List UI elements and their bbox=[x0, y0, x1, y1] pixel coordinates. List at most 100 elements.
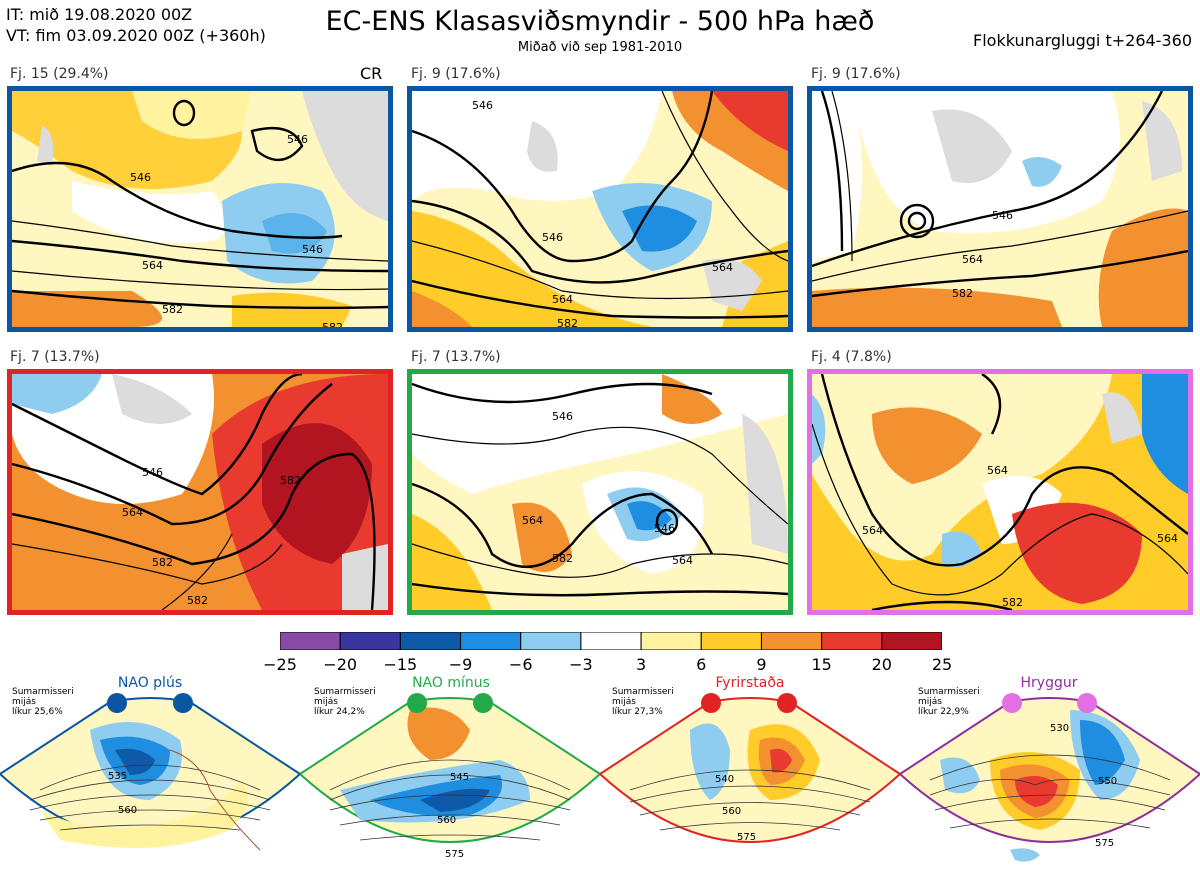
colorbar-swatch bbox=[700, 631, 762, 651]
regime-info-nao-minus: Sumarmisseri mijás líkur 24,2% bbox=[314, 687, 376, 717]
colorbar-tick-label: 9 bbox=[756, 655, 767, 674]
colorbar-swatch bbox=[580, 631, 642, 651]
regime-dot-icon bbox=[777, 693, 797, 713]
info-line: Sumarmisseri bbox=[612, 687, 674, 697]
colorbar-tick-label: 15 bbox=[811, 655, 832, 674]
contour-label: 564 bbox=[672, 554, 693, 567]
regime-dot-icon bbox=[173, 693, 193, 713]
regime-title-nao-minus: NAO mínus bbox=[412, 675, 490, 691]
regime-nao-plus: 535 560 bbox=[0, 690, 300, 871]
contour-label: 564 bbox=[962, 253, 983, 266]
panel-4-label: Fj. 7 (13.7%) bbox=[10, 349, 100, 365]
contour-label: 564 bbox=[522, 514, 543, 527]
regime-info-nao-plus: Sumarmisseri mijás líkur 25,6% bbox=[12, 687, 74, 717]
map-panel-1-canvas: 546 546 546 564 582 582 bbox=[12, 91, 388, 327]
header-info: IT: mið 19.08.2020 00Z VT: fim 03.09.202… bbox=[6, 4, 266, 46]
contour-label: 564 bbox=[1157, 532, 1178, 545]
regime-contour-label: 560 bbox=[118, 805, 137, 816]
contour-label: 582 bbox=[322, 321, 343, 327]
regime-contour-label: 560 bbox=[722, 806, 741, 817]
info-line: Sumarmisseri bbox=[314, 687, 376, 697]
contour-label: 582 bbox=[187, 594, 208, 607]
contour-label: 582 bbox=[552, 552, 573, 565]
colorbar-tick-label: 3 bbox=[635, 655, 647, 674]
panel-3-label: Fj. 9 (17.6%) bbox=[811, 66, 901, 82]
colorbar bbox=[279, 631, 943, 651]
colorbar-swatch bbox=[399, 631, 462, 651]
info-line: líkur 25,6% bbox=[12, 707, 63, 717]
panel-1-extra: CR bbox=[360, 64, 383, 83]
panel-5-label: Fj. 7 (13.7%) bbox=[411, 349, 501, 365]
regime-contour-label: 575 bbox=[1095, 838, 1114, 849]
contour-label: 546 bbox=[302, 243, 323, 256]
contour-label: 564 bbox=[987, 464, 1008, 477]
colorbar-swatch bbox=[821, 631, 883, 651]
map-panel-2[interactable]: 546 546 564 564 582 bbox=[407, 86, 793, 332]
colorbar-tick-label: 25 bbox=[931, 655, 953, 674]
window-label: Flokkunargluggi t+264-360 bbox=[973, 31, 1192, 50]
panel-2-label: Fj. 9 (17.6%) bbox=[411, 66, 501, 82]
map-panel-4[interactable]: 546 564 582 582 582 bbox=[7, 369, 393, 615]
map-panel-3-canvas: 546 564 582 bbox=[812, 91, 1188, 327]
regime-contour-label: 550 bbox=[1098, 776, 1117, 787]
regime-contour-label: 540 bbox=[715, 774, 734, 785]
map-panel-5-canvas: 546 546 564 564 582 bbox=[412, 374, 788, 610]
contour-label: 546 bbox=[472, 99, 493, 112]
regime-title-hryggur: Hryggur bbox=[1020, 675, 1078, 691]
contour-label: 564 bbox=[552, 293, 573, 306]
panel-1-label: Fj. 15 (29.4%) bbox=[10, 66, 109, 82]
map-panel-2-canvas: 546 546 564 564 582 bbox=[412, 91, 788, 327]
colorbar-tick-label: −25 bbox=[263, 655, 297, 674]
contour-label: 546 bbox=[654, 522, 675, 535]
contour-label: 546 bbox=[992, 209, 1013, 222]
info-line: Sumarmisseri bbox=[12, 687, 74, 697]
regime-dot-icon bbox=[1077, 693, 1097, 713]
contour-label: 546 bbox=[287, 133, 308, 146]
valid-time: VT: fim 03.09.2020 00Z (+360h) bbox=[6, 26, 266, 45]
colorbar-swatches bbox=[279, 631, 943, 651]
map-panel-3[interactable]: 546 564 582 bbox=[807, 86, 1193, 332]
map-panel-6-canvas: 564 564 564 582 bbox=[812, 374, 1188, 610]
map-panel-5[interactable]: 546 546 564 564 582 bbox=[407, 369, 793, 615]
page-subtitle: Miðað við sep 1981-2010 bbox=[517, 40, 683, 55]
regime-info-hryggur: Sumarmisseri mijás líkur 22,9% bbox=[918, 687, 980, 717]
regime-nao-minus: 545 560 575 bbox=[300, 690, 600, 871]
map-panel-6[interactable]: 564 564 564 582 bbox=[807, 369, 1193, 615]
colorbar-tick-label: −6 bbox=[508, 655, 533, 674]
contour-label: 582 bbox=[557, 317, 578, 327]
regime-dot-icon bbox=[701, 693, 721, 713]
info-line: líkur 24,2% bbox=[314, 707, 365, 717]
map-panel-1[interactable]: 546 546 546 564 582 582 bbox=[7, 86, 393, 332]
contour-label: 546 bbox=[130, 171, 151, 184]
map-panel-4-canvas: 546 564 582 582 582 bbox=[12, 374, 388, 610]
colorbar-swatch bbox=[460, 631, 522, 651]
regime-contour-label: 545 bbox=[450, 772, 469, 783]
contour-label: 582 bbox=[1002, 596, 1023, 609]
colorbar-tick-label: −3 bbox=[569, 655, 593, 674]
colorbar-swatch bbox=[339, 631, 401, 651]
regime-title-fyrirstada: Fyrirstaða bbox=[715, 675, 785, 691]
contour-label: 546 bbox=[552, 410, 573, 423]
colorbar-swatch bbox=[520, 631, 582, 651]
regime-dot-icon bbox=[1002, 693, 1022, 713]
regime-dot-icon bbox=[107, 693, 127, 713]
colorbar-tick-label: 20 bbox=[871, 655, 892, 674]
contour-label: 564 bbox=[862, 524, 883, 537]
regime-info-fyrirstada: Sumarmisseri mijás líkur 27,3% bbox=[612, 687, 674, 717]
info-line: Sumarmisseri bbox=[918, 687, 980, 697]
contour-label: 582 bbox=[152, 556, 173, 569]
contour-label: 546 bbox=[142, 466, 163, 479]
contour-label: 582 bbox=[162, 303, 183, 316]
regime-dot-icon bbox=[473, 693, 493, 713]
initial-time: IT: mið 19.08.2020 00Z bbox=[6, 5, 193, 24]
contour-label: 564 bbox=[712, 261, 733, 274]
contour-label: 582 bbox=[952, 287, 973, 300]
contour-label: 564 bbox=[142, 259, 163, 272]
info-line: líkur 22,9% bbox=[918, 707, 969, 717]
colorbar-swatch bbox=[279, 631, 341, 651]
info-line: mijás bbox=[612, 697, 636, 707]
page-title: EC-ENS Klasasviðsmyndir - 500 hPa hæð bbox=[325, 6, 875, 37]
contour-label: 546 bbox=[542, 231, 563, 244]
contour-label: 564 bbox=[122, 506, 143, 519]
colorbar-swatch bbox=[881, 631, 943, 651]
